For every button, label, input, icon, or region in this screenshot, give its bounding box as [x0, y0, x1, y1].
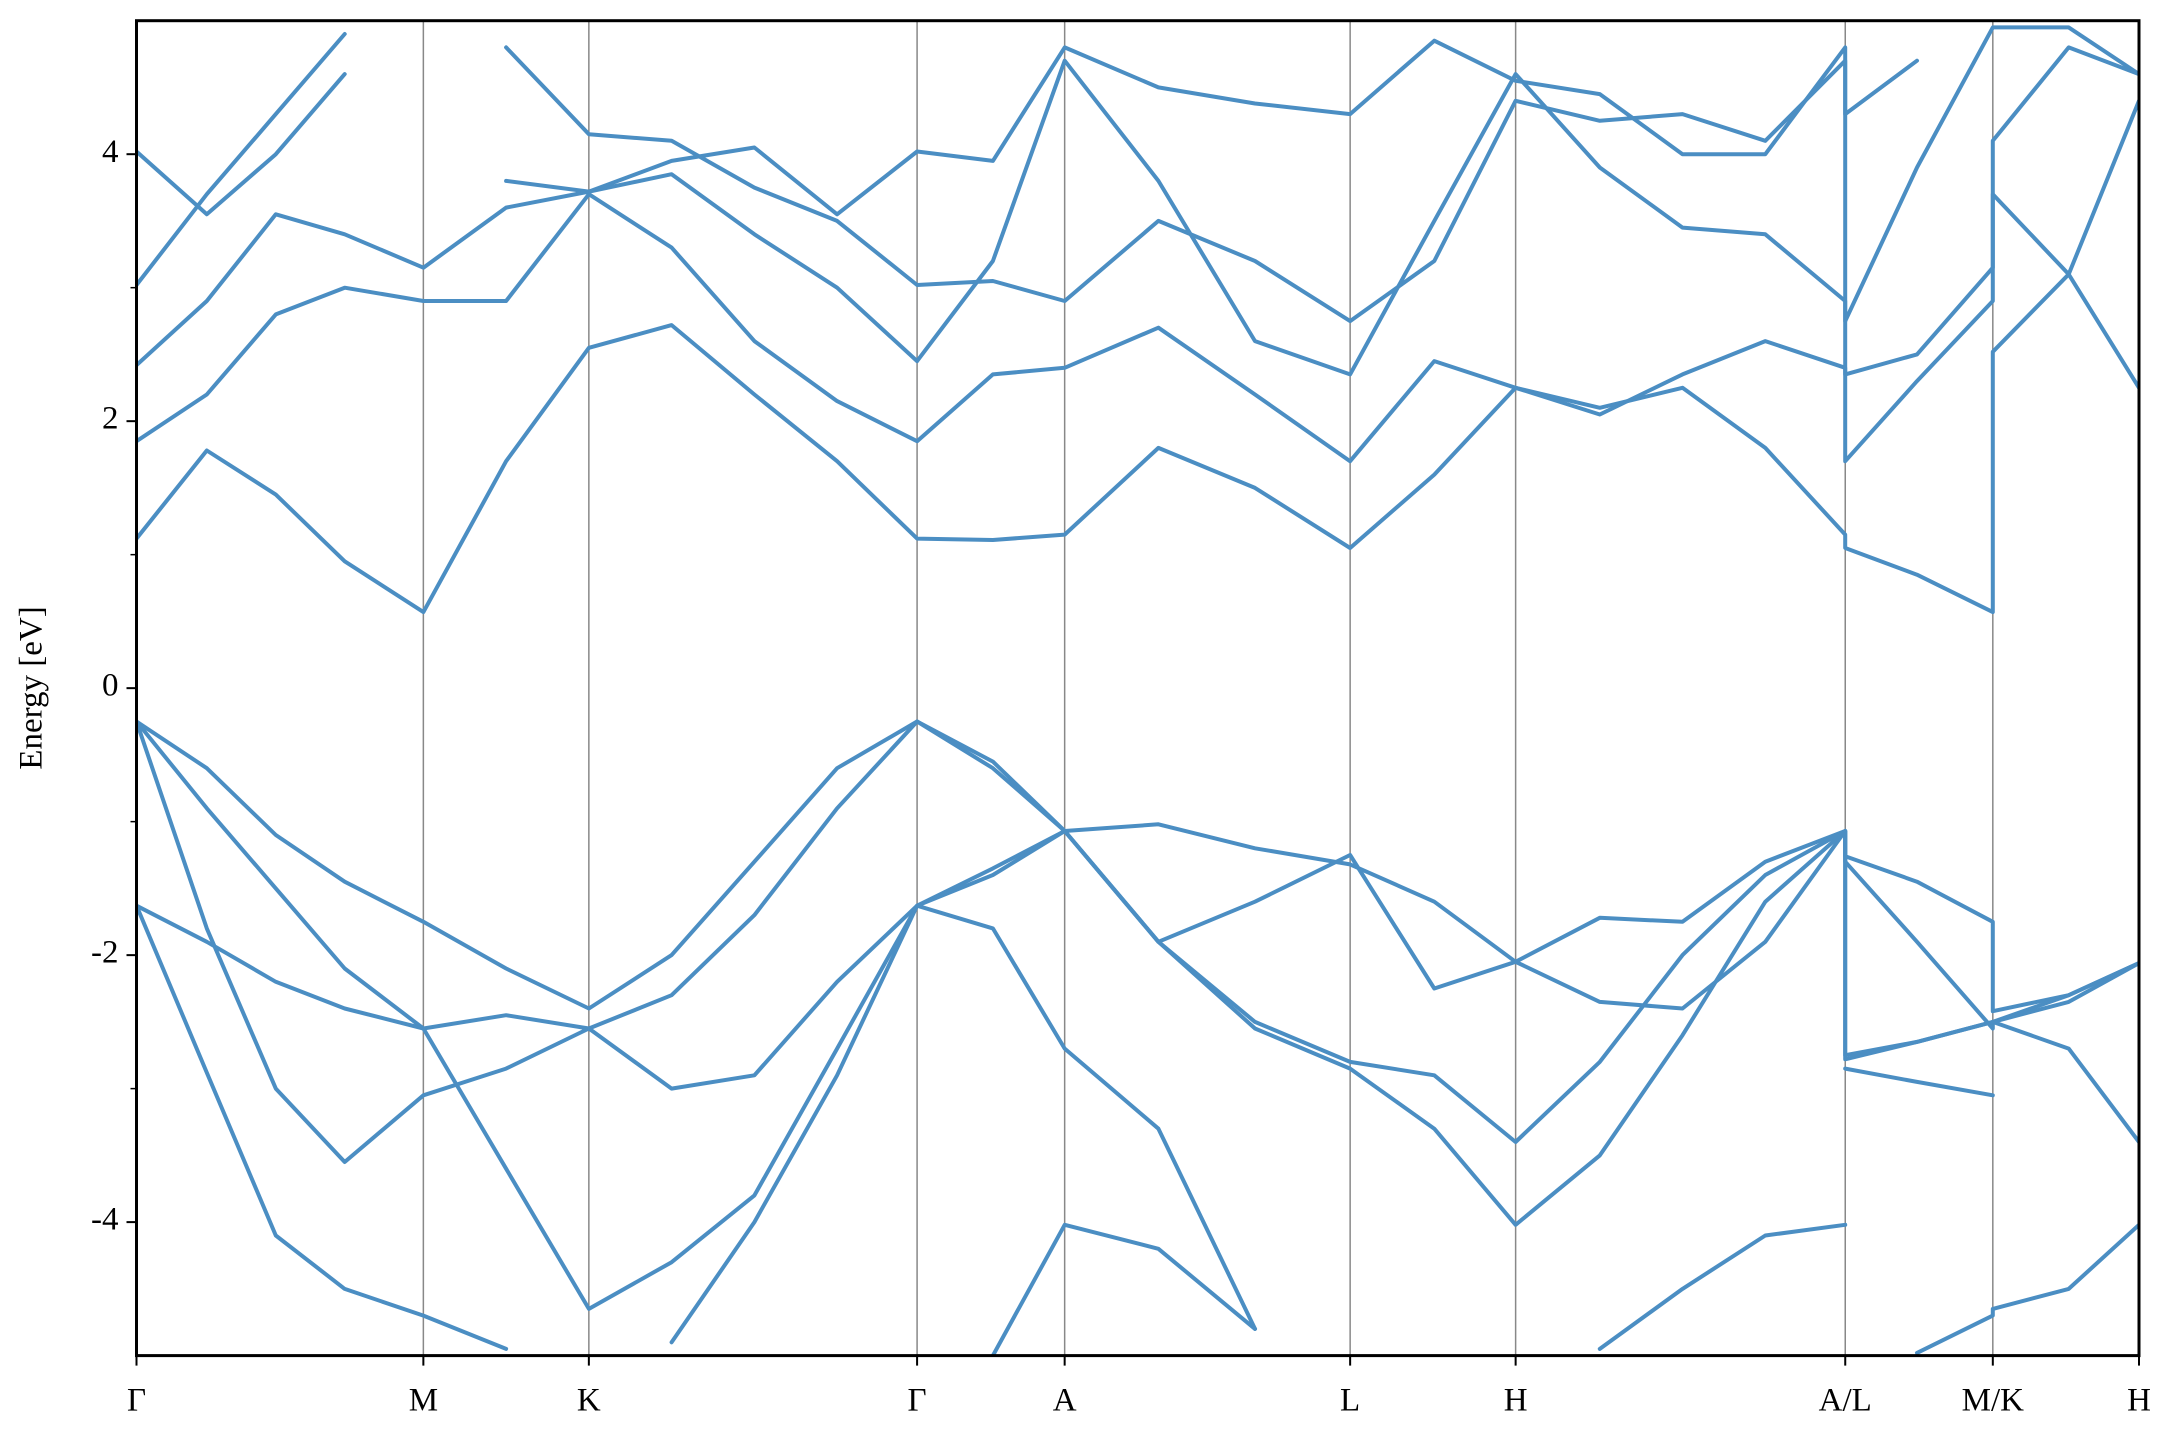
x-tick-label: H	[2127, 1383, 2151, 1419]
band-line	[136, 45, 2140, 377]
y-tick-label: 2	[102, 401, 119, 437]
y-tick-label: 0	[102, 668, 119, 704]
x-tick-label: A	[1053, 1383, 1077, 1419]
x-tick-label: A/L	[1819, 1383, 1872, 1419]
band-line	[990, 1222, 2140, 1356]
y-tick-label: 4	[102, 134, 119, 170]
x-tick-label: Γ	[127, 1383, 146, 1419]
axis-layer: -4 -2 0 2 4 Γ M K Γ A L H A/L M/K H	[91, 134, 2151, 1419]
band-line	[136, 719, 2140, 1164]
band-layer	[136, 25, 2140, 1356]
x-tick-label: Γ	[908, 1383, 927, 1419]
band-line	[136, 38, 1919, 217]
y-axis-label: Energy [eV]	[14, 606, 50, 769]
band-line	[136, 903, 1995, 1331]
x-tick-label: M	[409, 1383, 438, 1419]
x-tick-label: H	[1504, 1383, 1528, 1419]
band-line	[136, 25, 2140, 324]
x-tick-label: L	[1340, 1383, 1360, 1419]
band-line	[136, 829, 2140, 1351]
y-tick-label: -2	[91, 935, 119, 971]
x-tick-label: M/K	[1962, 1383, 2025, 1419]
band-line	[136, 98, 2140, 615]
plot-frame	[135, 19, 2141, 1358]
band-line	[136, 192, 2140, 464]
x-tick-label: K	[577, 1383, 601, 1419]
band-line	[136, 719, 2140, 1014]
grid-layer	[135, 20, 2140, 1356]
band-line	[136, 719, 2140, 1144]
y-tick-label: -4	[91, 1202, 119, 1238]
